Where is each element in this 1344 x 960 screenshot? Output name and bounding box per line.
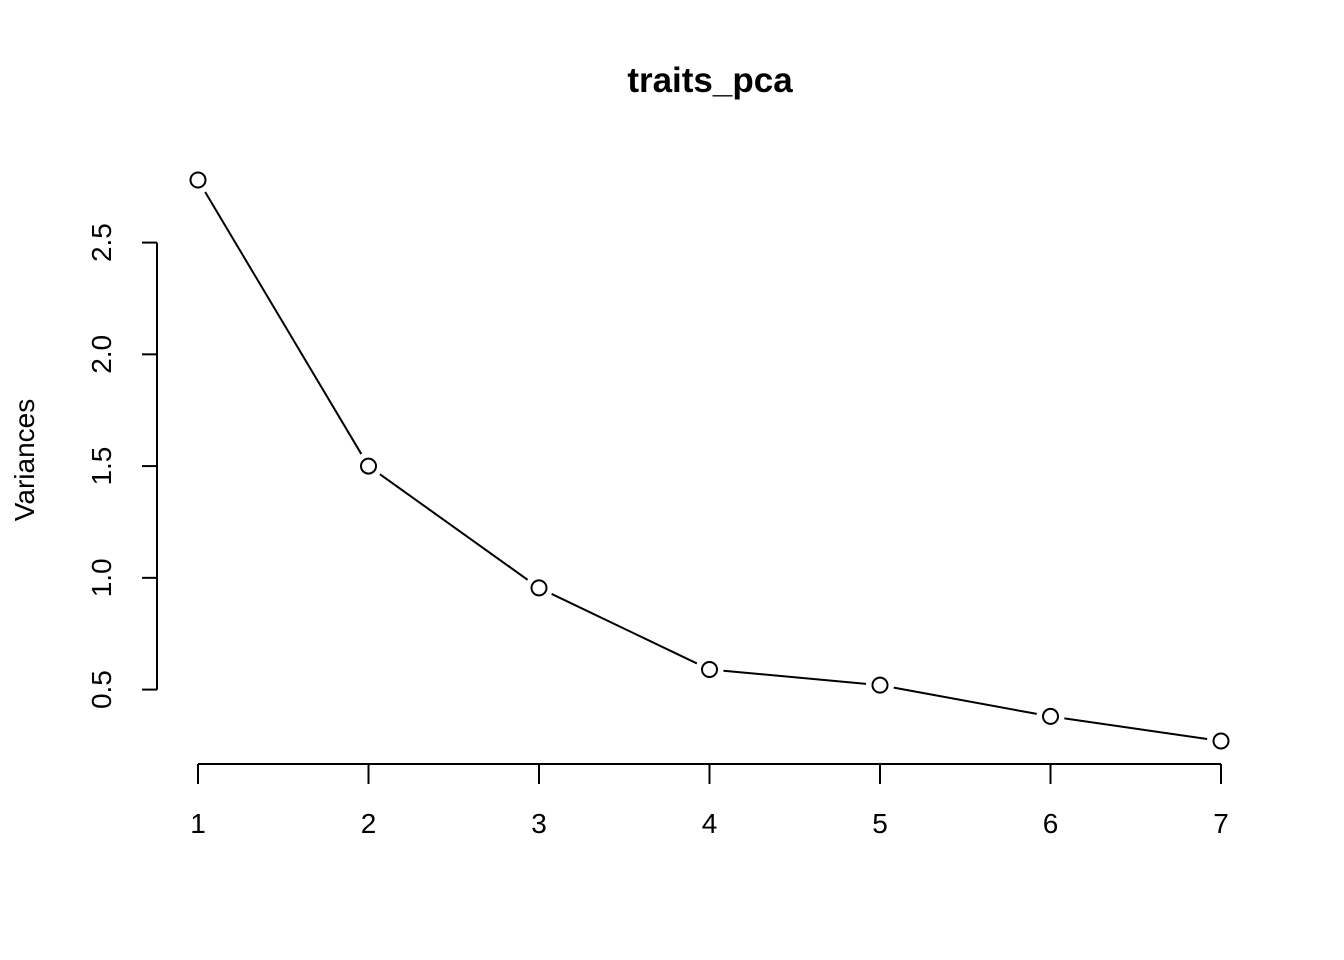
data-point [360, 457, 377, 475]
x-tick-label: 3 [531, 808, 547, 839]
x-axis: 1 2 3 4 5 6 7 [190, 763, 1229, 839]
data-point [701, 660, 718, 678]
series-segment [723, 669, 867, 685]
y-axis: 0.5 1.0 1.5 2.0 2.5 [86, 223, 158, 709]
data-point [871, 676, 889, 694]
data-point [189, 171, 207, 189]
data-point [530, 579, 548, 597]
series-segment [379, 473, 529, 581]
y-axis-label: Variances [9, 399, 40, 521]
x-tick-label: 7 [1213, 808, 1229, 839]
y-tick-label: 2.0 [86, 335, 117, 374]
y-tick-label: 1.5 [86, 447, 117, 486]
x-tick-label: 1 [190, 808, 206, 839]
y-tick-label: 1.0 [86, 558, 117, 597]
series-segment [1064, 717, 1208, 740]
series-segment [204, 191, 363, 455]
data-point [1042, 707, 1059, 725]
data-point [1212, 732, 1230, 750]
series-line [189, 171, 1230, 750]
y-tick-label: 0.5 [86, 670, 117, 709]
chart-title: traits_pca [627, 61, 793, 100]
series-segment [551, 593, 698, 665]
x-tick-label: 6 [1043, 808, 1059, 839]
series-segment [893, 686, 1037, 715]
x-tick-label: 5 [872, 808, 888, 839]
y-tick-label: 2.5 [86, 223, 117, 262]
x-tick-label: 4 [702, 808, 718, 839]
x-tick-label: 2 [361, 808, 377, 839]
